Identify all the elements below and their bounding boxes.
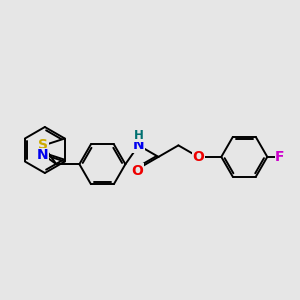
Text: F: F — [275, 150, 285, 164]
Text: O: O — [192, 150, 204, 164]
Text: O: O — [131, 164, 143, 178]
Text: N: N — [37, 148, 49, 162]
Text: N: N — [133, 138, 144, 152]
Text: H: H — [134, 128, 143, 142]
Text: S: S — [38, 138, 48, 152]
